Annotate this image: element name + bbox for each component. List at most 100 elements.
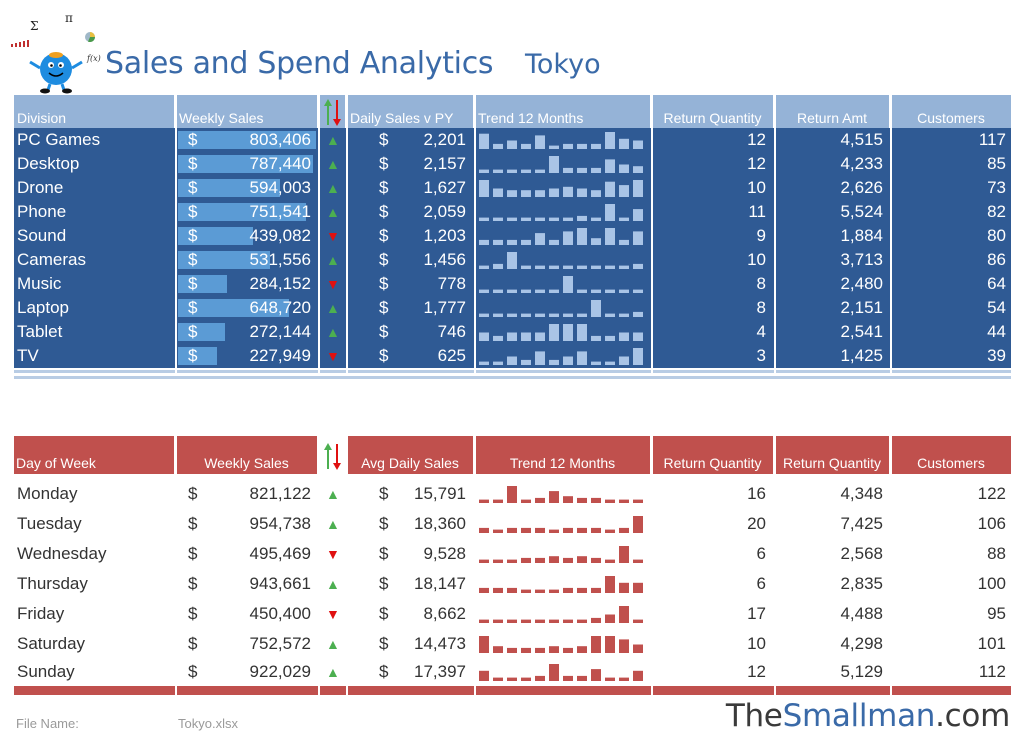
sparkline-bar (479, 670, 489, 681)
sparkline-bar (619, 499, 629, 503)
customers-value: 85 (987, 154, 1006, 173)
return-amount-value: 1,425 (840, 346, 883, 365)
customers-value: 82 (987, 202, 1006, 221)
sparkline-bar (591, 636, 601, 653)
sparkline-bar (577, 646, 587, 653)
sparkline-bar (535, 647, 545, 653)
customers-value: 54 (987, 298, 1006, 317)
sparkline-bar (535, 313, 545, 317)
currency-symbol: $ (188, 574, 198, 593)
header-customers: Customers (891, 436, 1011, 474)
return-amount-value: 1,884 (840, 226, 883, 245)
row-label: Wednesday (17, 544, 107, 563)
sparkline-bar (521, 499, 531, 503)
trend-up-icon: ▲ (326, 636, 340, 652)
fx-symbol: f(x) (86, 54, 101, 63)
row-label: Tuesday (17, 514, 82, 533)
weekly-sales-value: 284,152 (249, 274, 311, 293)
sparkline-bar (591, 617, 601, 623)
sparkline-bar (633, 499, 643, 503)
division-table-body: PC Games $803,406 ▲ $2,201 12 4,515 117 Desktop… (14, 128, 1011, 368)
header-avg-daily-sales: Avg Daily Sales (347, 436, 473, 474)
return-quantity-value: 6 (756, 544, 766, 563)
sparkline-bar (563, 265, 573, 269)
sparkline-bar (507, 619, 517, 623)
header-daily-sales: Daily Sales v PY (347, 95, 473, 128)
return-quantity-value: 12 (747, 154, 766, 173)
table-row: Thursday $943,661 ▲ $18,147 6 2,835 100 (14, 572, 1011, 596)
table-row: Tuesday $954,738 ▲ $18,360 20 7,425 106 (14, 512, 1011, 536)
daily-sales-value: 14,473 (414, 634, 466, 653)
sparkline-bar (633, 516, 643, 533)
brand-part-smallman: Smallman (782, 698, 936, 734)
sparkline-bar (591, 335, 601, 341)
customers-value: 95 (987, 604, 1006, 623)
sparkline-bar (605, 228, 615, 245)
sparkline-bar (633, 582, 643, 593)
currency-symbol: $ (188, 604, 198, 623)
currency-symbol: $ (379, 154, 389, 173)
division-table: Division Weekly Sales Daily Sales v PY T… (14, 95, 1011, 380)
sparkline-bar (521, 647, 531, 653)
sparkline-bar (549, 265, 559, 269)
trend-sparkline (479, 516, 643, 533)
currency-symbol: $ (188, 202, 198, 221)
sparkline-bar (535, 332, 545, 341)
weekly-sales-value: 227,949 (249, 346, 311, 365)
sparkline-bar (577, 619, 587, 623)
currency-symbol: $ (379, 226, 389, 245)
sparkline-bar (591, 587, 601, 593)
sparkline-bar (577, 215, 587, 221)
sparkline-bar (479, 289, 489, 293)
weekly-sales-bar (178, 179, 280, 197)
up-down-arrows-icon (324, 99, 341, 126)
currency-symbol: $ (379, 514, 389, 533)
sparkline-bar (535, 527, 545, 533)
sparkline-bar (535, 233, 545, 245)
sparkline-bar (577, 289, 587, 293)
weekly-sales-value: 803,406 (249, 130, 311, 149)
sparkline-bar (507, 559, 517, 563)
currency-symbol: $ (188, 178, 198, 197)
sparkline-bar (493, 169, 503, 173)
file-name-label: File Name: (16, 716, 79, 731)
sparkline-bar (563, 231, 573, 245)
daily-sales-value: 778 (437, 274, 466, 293)
sparkline-bar (619, 185, 629, 197)
sparkline-bar (549, 529, 559, 533)
currency-symbol: $ (188, 662, 198, 681)
sparkline-bar (549, 217, 559, 221)
weekly-sales-value: 943,661 (249, 574, 311, 593)
sparkline-bar (633, 644, 643, 653)
table-row: PC Games $803,406 ▲ $2,201 12 4,515 117 (14, 128, 1011, 152)
sparkline-bar (535, 289, 545, 293)
trend-up-icon: ▲ (326, 156, 340, 172)
trend-sparkline (479, 252, 643, 269)
currency-symbol: $ (188, 484, 198, 503)
header-trend-12-months: Trend 12 Months (475, 436, 650, 474)
sparkline-bar (605, 529, 615, 533)
sparkline-bar (605, 636, 615, 653)
sparkline-bar (507, 356, 517, 365)
sparkline-bar (493, 239, 503, 245)
sparkline-bar (633, 348, 643, 365)
trend-up-icon: ▲ (326, 516, 340, 532)
row-label: Saturday (17, 634, 86, 653)
sparkline-bar (549, 239, 559, 245)
daily-sales-value: 9,528 (423, 544, 466, 563)
sparkline-bar (563, 186, 573, 197)
currency-symbol: $ (188, 154, 198, 173)
sparkline-bar (493, 143, 503, 149)
brand-logo-text: TheSmallman.com (726, 698, 1010, 734)
daily-sales-value: 17,397 (414, 662, 466, 681)
sparkline-bar (535, 589, 545, 593)
daily-sales-value: 15,791 (414, 484, 466, 503)
currency-symbol: $ (379, 662, 389, 681)
trend-sparkline (479, 606, 643, 623)
sparkline-bar (633, 166, 643, 173)
return-amount-value: 2,151 (840, 298, 883, 317)
sparkline-bar (619, 677, 629, 681)
weekly-sales-bar (178, 227, 253, 245)
sparkline-bar (633, 231, 643, 245)
currency-symbol: $ (379, 634, 389, 653)
